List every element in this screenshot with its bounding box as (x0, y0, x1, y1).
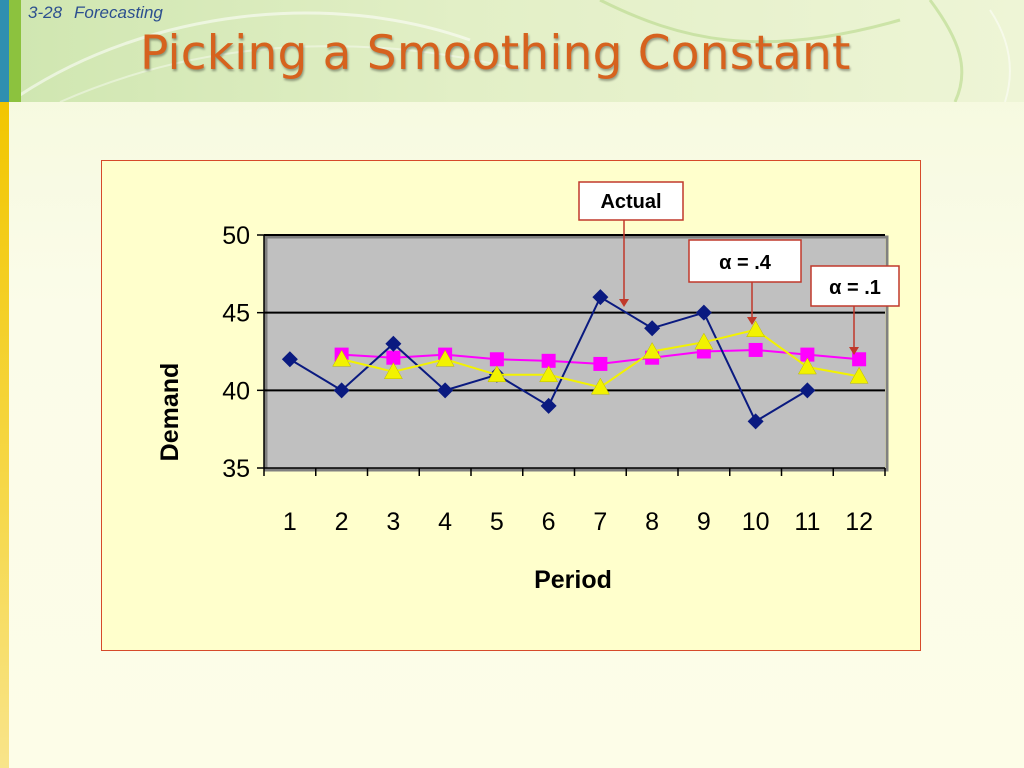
data-point-actual (799, 382, 816, 399)
data-point-actual (333, 382, 350, 399)
slide-number: 3-28 (28, 3, 63, 22)
x-tick-label: 6 (542, 508, 556, 536)
data-point-alpha_04 (746, 320, 766, 338)
data-point-actual (281, 351, 298, 368)
x-tick-label: 8 (645, 508, 659, 536)
data-point-actual (695, 304, 712, 321)
x-tick-label: 3 (386, 508, 400, 536)
slide-number-label: 3-28 Forecasting (28, 3, 175, 23)
x-tick-label: 4 (438, 508, 452, 536)
x-axis-label: Period (534, 566, 612, 594)
y-tick-label: 45 (222, 300, 250, 328)
data-point-alpha_04 (539, 365, 559, 383)
series-actual (281, 289, 816, 430)
data-point-alpha_04 (694, 332, 714, 350)
data-point-alpha_01 (852, 352, 867, 367)
section-name: Forecasting (74, 3, 163, 22)
plot-shadow (264, 235, 889, 472)
header-band (0, 0, 1024, 102)
y-tick-label: 50 (222, 222, 250, 250)
data-point-alpha_01 (800, 347, 815, 362)
data-point-alpha_04 (435, 349, 455, 367)
accent-bar-green (9, 0, 21, 102)
data-point-alpha_04 (487, 365, 507, 383)
data-point-actual (385, 335, 402, 352)
data-point-actual (437, 382, 454, 399)
x-tick-label: 2 (335, 508, 349, 536)
y-tick-label: 35 (222, 455, 250, 483)
x-tick-label: 5 (490, 508, 504, 536)
data-point-alpha_04 (849, 366, 869, 384)
data-point-alpha_04 (332, 349, 352, 367)
x-tick-label: 1 (283, 508, 297, 536)
data-point-alpha_01 (593, 356, 608, 371)
decorative-swirls (19, 0, 1011, 102)
data-point-alpha_01 (386, 350, 401, 365)
callout-alpha-04: α = .4 (688, 239, 802, 325)
data-point-alpha_04 (642, 341, 662, 359)
data-point-alpha_01 (541, 353, 556, 368)
accent-bar-blue (0, 0, 9, 102)
x-tick-label: 7 (593, 508, 607, 536)
chart-container: 35 40 45 50 1 2 3 4 5 6 7 8 9 10 11 12 Demand Period A… (101, 160, 921, 651)
gridlines (264, 234, 889, 472)
data-point-actual (540, 397, 557, 414)
y-axis-label: Demand (156, 363, 184, 462)
data-point-actual (747, 413, 764, 430)
callout-alpha-04-label: α = .4 (719, 252, 772, 274)
data-point-alpha_04 (383, 362, 403, 379)
x-tick-label: 12 (845, 508, 873, 536)
callout-actual: Actual (578, 181, 684, 307)
callout-alpha-01-label: α = .1 (829, 277, 881, 299)
data-point-alpha_01 (489, 352, 504, 367)
series-layer (281, 289, 869, 430)
data-point-alpha_01 (748, 342, 763, 357)
slide-title: Picking a Smoothing Constant (140, 26, 851, 81)
data-point-actual (592, 289, 609, 306)
x-tick-label: 11 (794, 508, 820, 536)
callout-alpha-01: α = .1 (810, 265, 900, 355)
data-point-actual (644, 320, 661, 337)
y-tick-label: 40 (222, 377, 250, 405)
axes (257, 234, 886, 476)
x-tick-label: 9 (697, 508, 711, 536)
accent-bar-yellow (0, 102, 9, 768)
data-point-alpha_04 (590, 377, 610, 395)
x-tick-labels: 1 2 3 4 5 6 7 8 9 10 11 12 (283, 508, 873, 536)
series-alpha_04 (332, 320, 869, 395)
y-tick-labels: 35 40 45 50 (222, 222, 250, 483)
x-tick-label: 10 (742, 508, 770, 536)
data-point-alpha_04 (797, 357, 817, 375)
callout-actual-label: Actual (600, 191, 661, 213)
